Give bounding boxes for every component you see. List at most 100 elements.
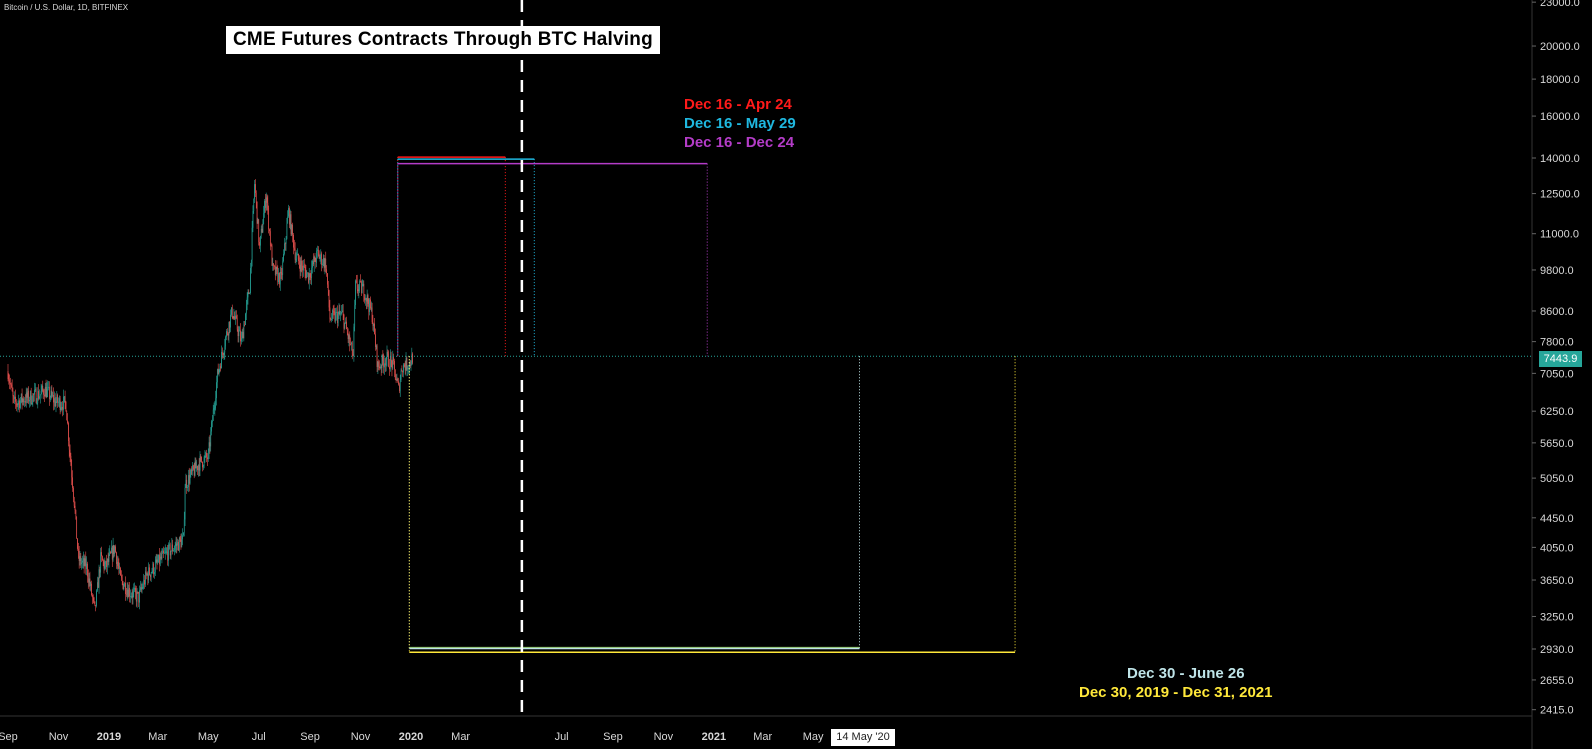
candle-body [336,311,337,313]
candle-body [153,563,154,575]
candle-body [57,394,58,403]
candle-body [272,263,274,266]
candle-body [211,421,212,432]
candle-body [360,280,361,282]
candle-body [280,271,282,274]
x-tick-label: May [198,731,219,743]
candle-body [128,587,130,597]
candle-body [176,543,178,546]
candle-body [26,392,28,398]
candle-body [363,283,365,298]
candle-body [154,572,155,575]
y-tick-label: 3650.0 [1540,575,1574,587]
candle-body [282,261,284,275]
candle-body [207,451,209,460]
candle-body [251,227,253,261]
candle-body [68,423,69,441]
candle-body [382,355,384,361]
candle-body [244,324,246,326]
candle-body [168,544,169,561]
current-price-label: 7443.9 [1539,351,1582,367]
candle-body [89,578,91,586]
candle-body [142,587,144,589]
candle-body [93,597,95,602]
candle-body [29,399,30,402]
candle-body [14,396,15,399]
candle-body [127,589,129,597]
candle-body [80,556,82,565]
candle-body [379,366,380,369]
candle-body [197,465,199,471]
candle-body [384,363,385,368]
candle-body [407,368,409,370]
candle-body [30,391,32,404]
candle-body [373,323,375,326]
candle-body [225,336,226,347]
candle-body [140,587,142,590]
candle-body [177,541,178,546]
candle-body [263,213,265,225]
candle-body [294,248,296,260]
candle-body [20,400,21,408]
candle-body [285,238,287,244]
candle-body [140,587,141,591]
candle-body [262,224,264,233]
candle-body [223,352,225,355]
candle-body [293,234,294,248]
candle-body [182,535,183,540]
candle-body [258,219,260,243]
candle-body [326,269,327,274]
candle-body [217,369,218,383]
candle-body [334,311,336,321]
candle-body [337,314,339,323]
y-tick-label: 12500.0 [1540,189,1580,201]
candle-body [75,510,77,517]
candle-body [202,461,203,468]
candle-body [68,440,70,450]
candle-body [160,556,162,559]
candle-body [367,295,369,304]
candle-body [135,587,136,593]
candle-body [109,551,111,555]
candle-body [38,391,39,399]
candle-body [156,559,158,563]
candle-body [71,465,73,478]
candle-body [65,401,67,412]
candle-body [13,396,15,399]
candle-body [390,356,392,361]
candle-body [35,389,37,404]
candle-body [218,369,220,374]
range-label-light-blue: Dec 30 - June 26 [1127,665,1245,682]
candle-body [193,465,194,470]
candle-body [255,184,256,193]
candle-body [63,396,65,398]
candle-body [151,571,153,573]
candle-body [221,351,223,354]
candle-body [238,331,240,337]
candle-body [202,466,204,468]
candle-body [125,594,127,595]
candle-body [84,558,86,566]
candle-body [131,596,133,598]
candle-body [356,280,357,282]
range-label-red: Dec 16 - Apr 24 [684,96,792,113]
candle-body [381,355,383,369]
x-tick-label: Mar [148,731,167,743]
candle-body [348,335,350,340]
candle-body [73,497,75,506]
candle-body [321,253,322,265]
candle-body [289,208,290,225]
x-tick-label: 2019 [97,731,121,743]
candle-body [293,247,295,249]
candle-body [136,591,138,602]
candle-body [184,487,186,520]
candle-body [233,316,235,319]
candle-body [154,562,156,573]
candle-body [325,258,327,270]
candle-body [100,552,102,573]
candle-body [77,548,79,553]
candle-body [105,561,106,564]
candle-body [117,561,119,566]
candle-body [175,543,177,547]
